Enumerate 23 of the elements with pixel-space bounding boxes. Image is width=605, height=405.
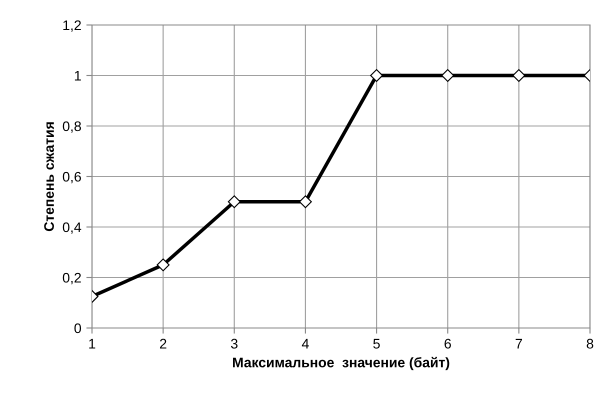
y-tick-label: 0,2 <box>62 272 81 284</box>
y-tick-label: 0,8 <box>62 121 81 133</box>
y-axis-title: Степень сжатия <box>44 122 54 232</box>
point <box>298 195 312 208</box>
x-tick-label: 5 <box>373 338 380 349</box>
x-tick-label: 1 <box>89 338 96 348</box>
y-tick-label: 0,4 <box>62 222 82 234</box>
y-tick-label: 1,2 <box>63 20 81 32</box>
x-tick-label: 2 <box>160 338 166 348</box>
y-tick-label: 0 <box>74 323 82 334</box>
x-tick-label: 3 <box>230 338 238 349</box>
x-tick-label: 4 <box>302 338 309 348</box>
x-tick-label: 8 <box>586 338 594 349</box>
point <box>441 69 454 82</box>
y-tick-label: 1 <box>74 70 81 81</box>
point <box>156 258 170 272</box>
x-tick-label: 6 <box>444 338 451 349</box>
x-tick-label: 7 <box>516 338 522 348</box>
point <box>370 69 384 82</box>
x-axis-title: Максимальное значение (байт) <box>233 356 450 370</box>
point <box>512 69 526 82</box>
point <box>228 195 241 208</box>
y-tick-label: 0,6 <box>62 172 81 184</box>
